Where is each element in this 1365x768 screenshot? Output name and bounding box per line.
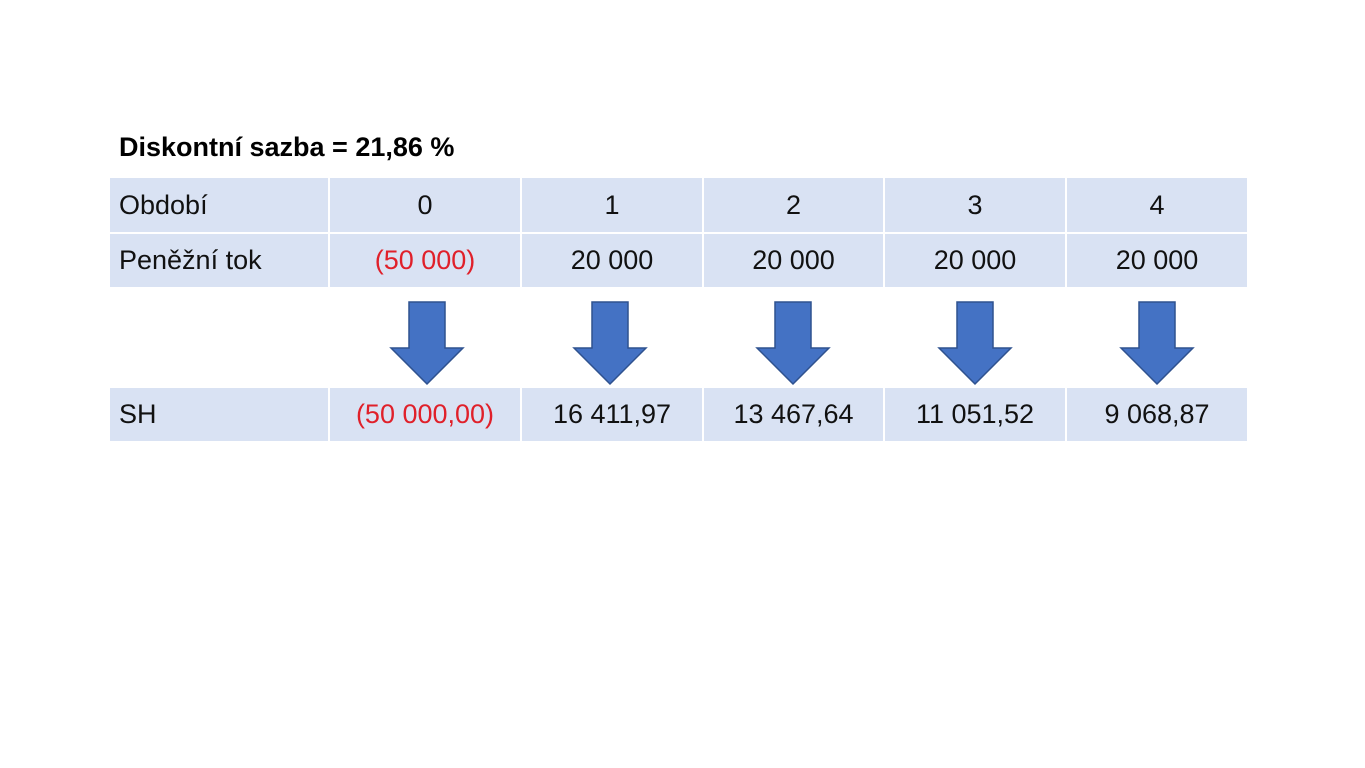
arrow — [937, 301, 1013, 386]
table-cell: 20 000 — [522, 234, 702, 287]
table-cell: 2 — [704, 178, 883, 232]
title: Diskontní sazba = 21,86 % — [119, 132, 455, 162]
table-cell: 0 — [330, 178, 520, 232]
arrow — [389, 301, 465, 386]
arrow — [755, 301, 831, 386]
table-cell: (50 000) — [330, 234, 520, 287]
row-header: Peněžní tok — [110, 234, 328, 287]
table-cell: 16 411,97 — [522, 388, 702, 441]
table-cell: 20 000 — [885, 234, 1065, 287]
row-header: Období — [110, 178, 328, 232]
table-cell: 11 051,52 — [885, 388, 1065, 441]
table-cell: 20 000 — [704, 234, 883, 287]
table-cell: 9 068,87 — [1067, 388, 1247, 441]
row-header: SH — [110, 388, 328, 441]
arrow — [1119, 301, 1195, 386]
table-cell: (50 000,00) — [330, 388, 520, 441]
table-cell: 1 — [522, 178, 702, 232]
table-cell: 13 467,64 — [704, 388, 883, 441]
table-cell: 4 — [1067, 178, 1247, 232]
table-cell: 20 000 — [1067, 234, 1247, 287]
arrow — [572, 301, 648, 386]
table-cell: 3 — [885, 178, 1065, 232]
